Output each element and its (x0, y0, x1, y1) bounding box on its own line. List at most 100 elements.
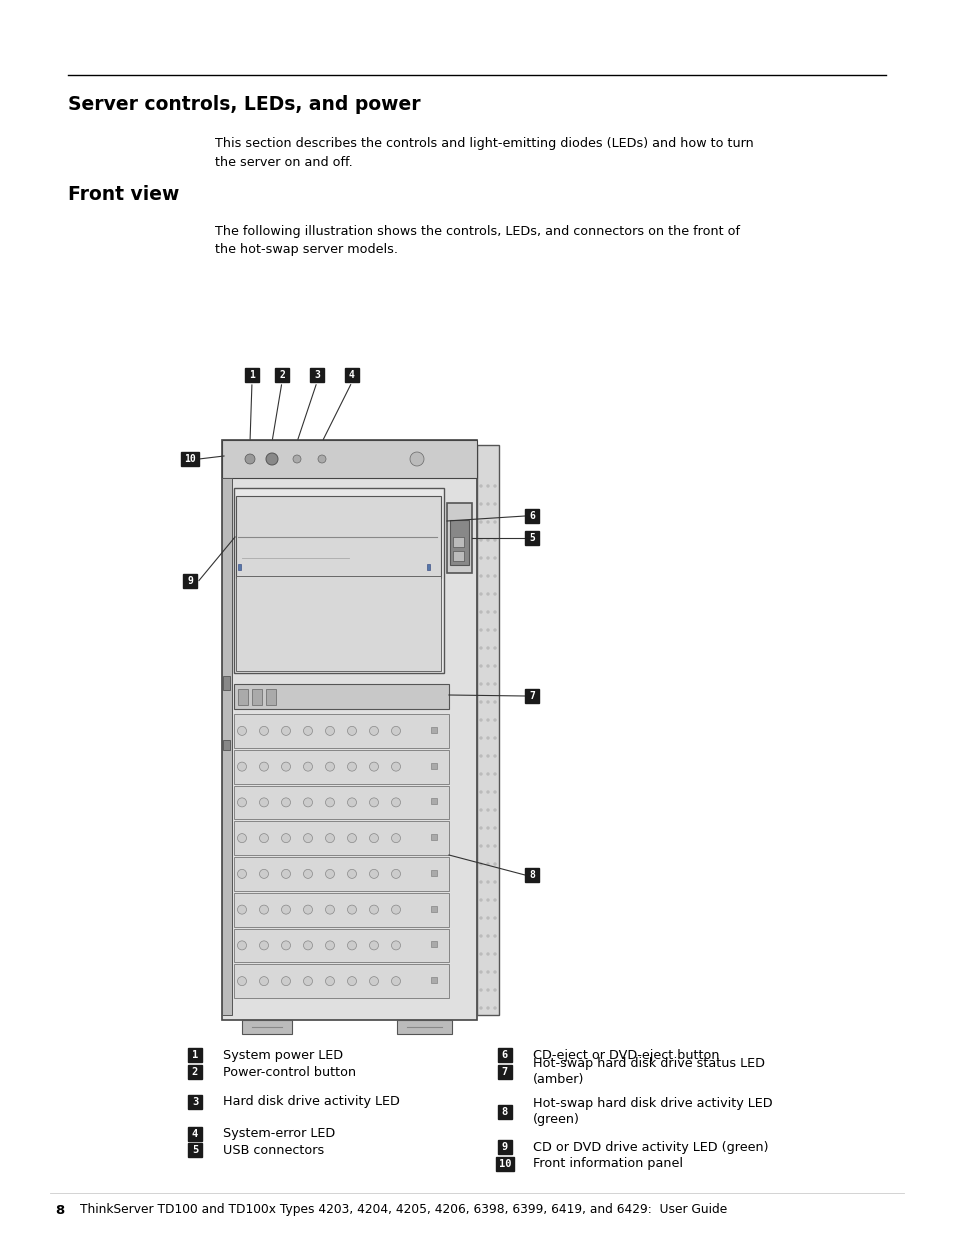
Circle shape (486, 664, 489, 667)
Text: 4: 4 (192, 1129, 198, 1139)
Text: Front view: Front view (68, 185, 179, 204)
Bar (233, 821, 449, 855)
Text: The following illustration shows the controls, LEDs, and connectors on the front: The following illustration shows the con… (214, 225, 740, 257)
Circle shape (486, 755, 489, 757)
Circle shape (479, 971, 481, 973)
Circle shape (479, 647, 481, 650)
Text: (amber): (amber) (533, 1073, 584, 1087)
Circle shape (479, 503, 481, 505)
Text: 1: 1 (192, 1050, 198, 1060)
Text: 9: 9 (187, 576, 193, 585)
Circle shape (347, 869, 356, 878)
Circle shape (494, 485, 496, 487)
Circle shape (281, 905, 291, 914)
Text: 8: 8 (529, 869, 535, 881)
Text: 8: 8 (501, 1107, 508, 1116)
Circle shape (479, 576, 481, 577)
Circle shape (494, 881, 496, 883)
Circle shape (325, 726, 335, 735)
Circle shape (486, 576, 489, 577)
Text: Server controls, LEDs, and power: Server controls, LEDs, and power (68, 95, 420, 114)
Circle shape (494, 827, 496, 829)
Circle shape (347, 798, 356, 806)
Circle shape (391, 834, 400, 842)
Circle shape (494, 557, 496, 559)
Circle shape (347, 977, 356, 986)
Circle shape (325, 798, 335, 806)
Bar (524, 531, 538, 545)
Circle shape (494, 593, 496, 595)
Bar (427, 564, 430, 571)
Bar (431, 763, 436, 768)
Circle shape (494, 935, 496, 937)
Circle shape (259, 834, 268, 842)
Bar (235, 496, 440, 578)
Bar (524, 509, 538, 522)
Circle shape (479, 629, 481, 631)
Circle shape (479, 737, 481, 739)
Circle shape (494, 953, 496, 955)
Circle shape (494, 538, 496, 541)
Bar (431, 941, 436, 947)
Text: 5: 5 (529, 534, 535, 543)
Text: System power LED: System power LED (223, 1049, 343, 1062)
Circle shape (479, 790, 481, 793)
Circle shape (486, 989, 489, 990)
Bar (233, 857, 449, 890)
Circle shape (237, 941, 246, 950)
Circle shape (479, 845, 481, 847)
Bar (188, 1095, 202, 1109)
Bar (396, 1020, 452, 1034)
Circle shape (494, 845, 496, 847)
Circle shape (303, 941, 313, 950)
Circle shape (494, 773, 496, 776)
Bar (233, 965, 449, 998)
Circle shape (486, 863, 489, 864)
Circle shape (259, 869, 268, 878)
Circle shape (237, 977, 246, 986)
Circle shape (486, 629, 489, 631)
Bar (431, 869, 436, 876)
Bar (181, 452, 199, 466)
Circle shape (486, 485, 489, 487)
Circle shape (391, 798, 400, 806)
Circle shape (347, 905, 356, 914)
Circle shape (237, 834, 246, 842)
Text: Hot-swap hard disk drive activity LED: Hot-swap hard disk drive activity LED (533, 1098, 772, 1110)
Bar (497, 1140, 512, 1153)
Circle shape (494, 809, 496, 811)
Bar (476, 445, 498, 1015)
Circle shape (391, 762, 400, 771)
Circle shape (259, 941, 268, 950)
Circle shape (486, 611, 489, 613)
Bar (222, 478, 232, 1015)
Text: 6: 6 (501, 1050, 508, 1060)
Circle shape (369, 905, 378, 914)
Bar (496, 1157, 514, 1171)
Circle shape (479, 538, 481, 541)
Circle shape (479, 918, 481, 919)
Circle shape (494, 647, 496, 650)
Bar (188, 1065, 202, 1079)
Circle shape (391, 726, 400, 735)
Circle shape (494, 989, 496, 990)
Circle shape (259, 726, 268, 735)
Circle shape (479, 719, 481, 721)
Circle shape (479, 755, 481, 757)
Circle shape (486, 737, 489, 739)
Circle shape (486, 773, 489, 776)
Bar (233, 893, 449, 926)
Text: 2: 2 (192, 1067, 198, 1077)
Circle shape (494, 863, 496, 864)
Circle shape (479, 557, 481, 559)
Circle shape (486, 918, 489, 919)
Bar (252, 689, 262, 705)
Circle shape (281, 869, 291, 878)
Circle shape (391, 869, 400, 878)
Circle shape (486, 790, 489, 793)
Circle shape (369, 834, 378, 842)
Circle shape (479, 1007, 481, 1009)
Circle shape (281, 762, 291, 771)
Circle shape (303, 798, 313, 806)
Circle shape (486, 899, 489, 902)
